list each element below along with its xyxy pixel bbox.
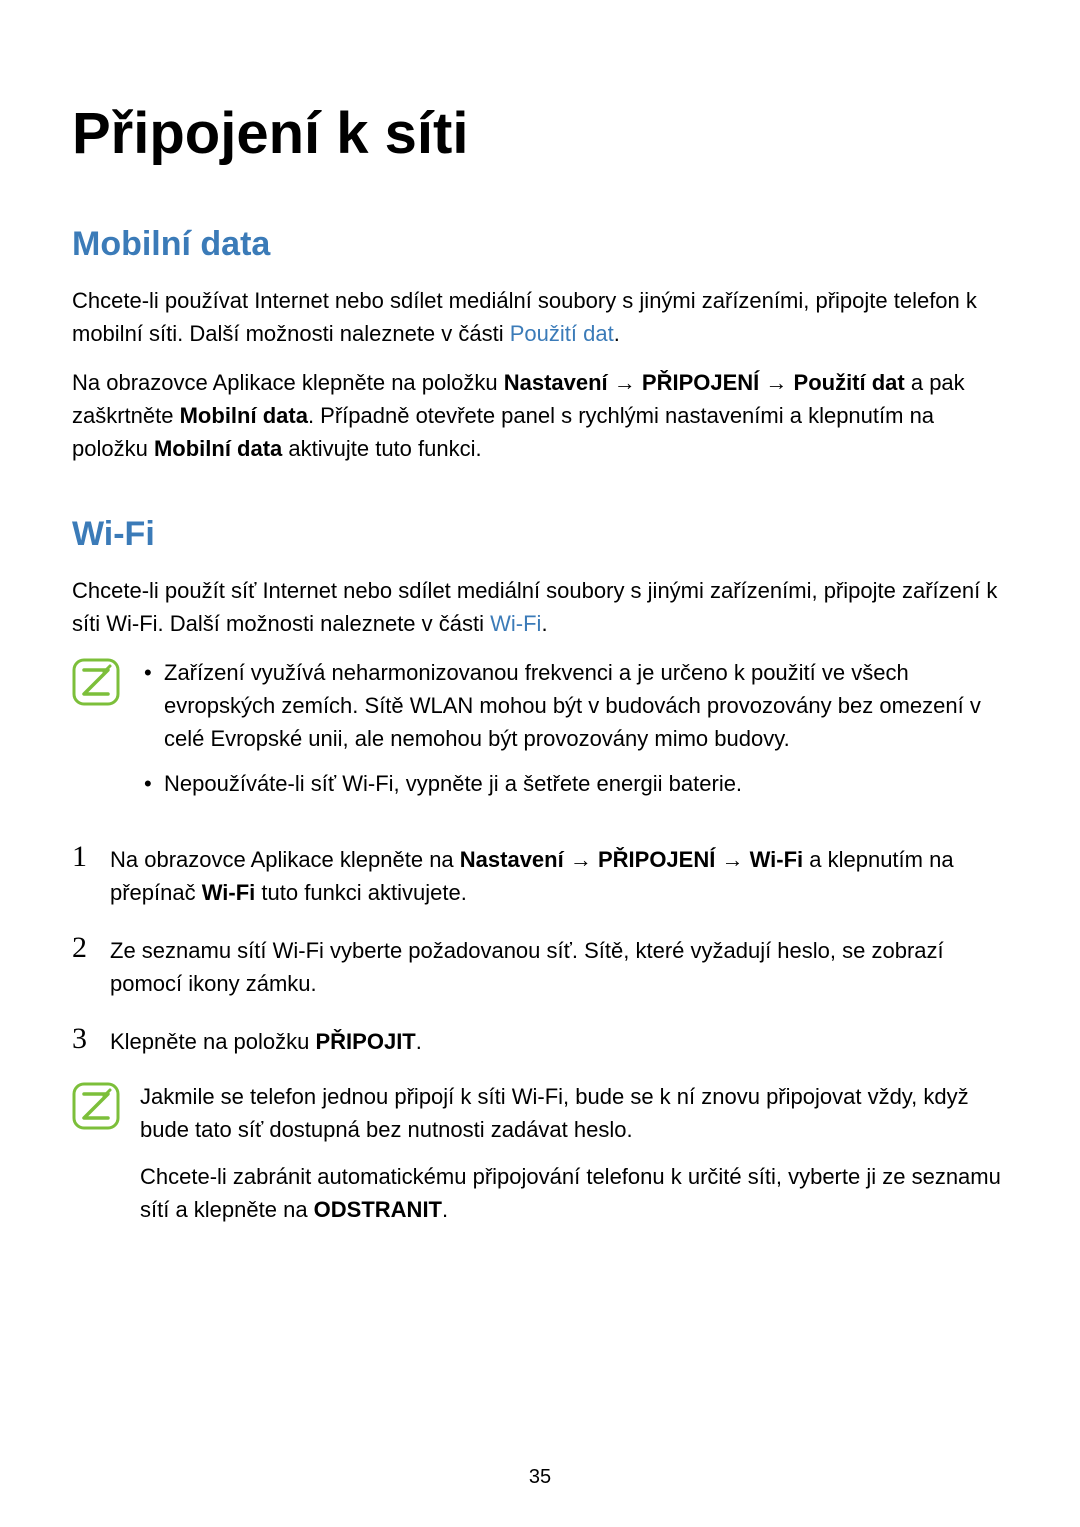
note-bullet: Nepoužíváte-li síť Wi-Fi, vypněte ji a š… [140,767,1008,800]
text: Na obrazovce Aplikace klepněte na [110,847,460,872]
text-bold: PŘIPOJENÍ [598,847,715,872]
step-text: Klepněte na položku PŘIPOJIT. [110,1022,1008,1058]
text-bold: Nastavení [504,370,608,395]
heading-wifi: Wi-Fi [72,515,1008,554]
note-icon [72,1082,120,1130]
step-number: 1 [72,840,92,873]
step-number: 3 [72,1022,92,1055]
text-bold: Wi-Fi [750,847,804,872]
note-paragraph: Chcete-li zabránit automatickému připojo… [140,1160,1008,1226]
section-wifi: Wi-Fi Chcete-li použít síť Internet nebo… [72,515,1008,1240]
text-bold: PŘIPOJIT [316,1029,416,1054]
text: . [541,611,547,636]
text: → [759,370,793,395]
text-bold: Použití dat [794,370,905,395]
text-bold: Mobilní data [154,436,282,461]
text: Klepněte na položku [110,1029,316,1054]
text: . [614,321,620,346]
page-number: 35 [0,1466,1080,1489]
step-number: 2 [72,931,92,964]
text: . [442,1197,448,1222]
note-body: Jakmile se telefon jednou připojí k síti… [140,1080,1008,1240]
text: aktivujte tuto funkci. [282,436,481,461]
step-row: 3 Klepněte na položku PŘIPOJIT. [72,1022,1008,1058]
paragraph: Chcete-li používat Internet nebo sdílet … [72,284,1008,350]
note-bullet: Zařízení využívá neharmonizovanou frekve… [140,656,1008,755]
text: tuto funkci aktivujete. [255,880,467,905]
note-block: Jakmile se telefon jednou připojí k síti… [72,1080,1008,1240]
note-paragraph: Jakmile se telefon jednou připojí k síti… [140,1080,1008,1146]
text-bold: Mobilní data [180,403,308,428]
paragraph: Na obrazovce Aplikace klepněte na položk… [72,366,1008,465]
text: → [564,847,598,872]
note-body: Zařízení využívá neharmonizovanou frekve… [140,656,1008,812]
heading-mobile-data: Mobilní data [72,225,1008,264]
note-icon [72,658,120,706]
step-row: 2 Ze seznamu sítí Wi-Fi vyberte požadova… [72,931,1008,1000]
text: Na obrazovce Aplikace klepněte na položk… [72,370,504,395]
link-wifi[interactable]: Wi-Fi [490,611,541,636]
text-bold: PŘIPOJENÍ [642,370,759,395]
step-row: 1 Na obrazovce Aplikace klepněte na Nast… [72,840,1008,909]
text-bold: Wi-Fi [202,880,256,905]
step-text: Na obrazovce Aplikace klepněte na Nastav… [110,840,1008,909]
text: → [608,370,642,395]
paragraph: Chcete-li použít síť Internet nebo sdíle… [72,574,1008,640]
link-data-usage[interactable]: Použití dat [510,321,614,346]
section-mobile-data: Mobilní data Chcete-li používat Internet… [72,225,1008,465]
text: . [416,1029,422,1054]
step-text: Ze seznamu sítí Wi-Fi vyberte požadovano… [110,931,1008,1000]
text: → [715,847,749,872]
text-bold: Nastavení [460,847,564,872]
note-block: Zařízení využívá neharmonizovanou frekve… [72,656,1008,812]
text: Chcete-li zabránit automatickému připojo… [140,1164,1001,1222]
text-bold: ODSTRANIT [314,1197,442,1222]
page-title: Připojení k síti [72,100,1008,167]
